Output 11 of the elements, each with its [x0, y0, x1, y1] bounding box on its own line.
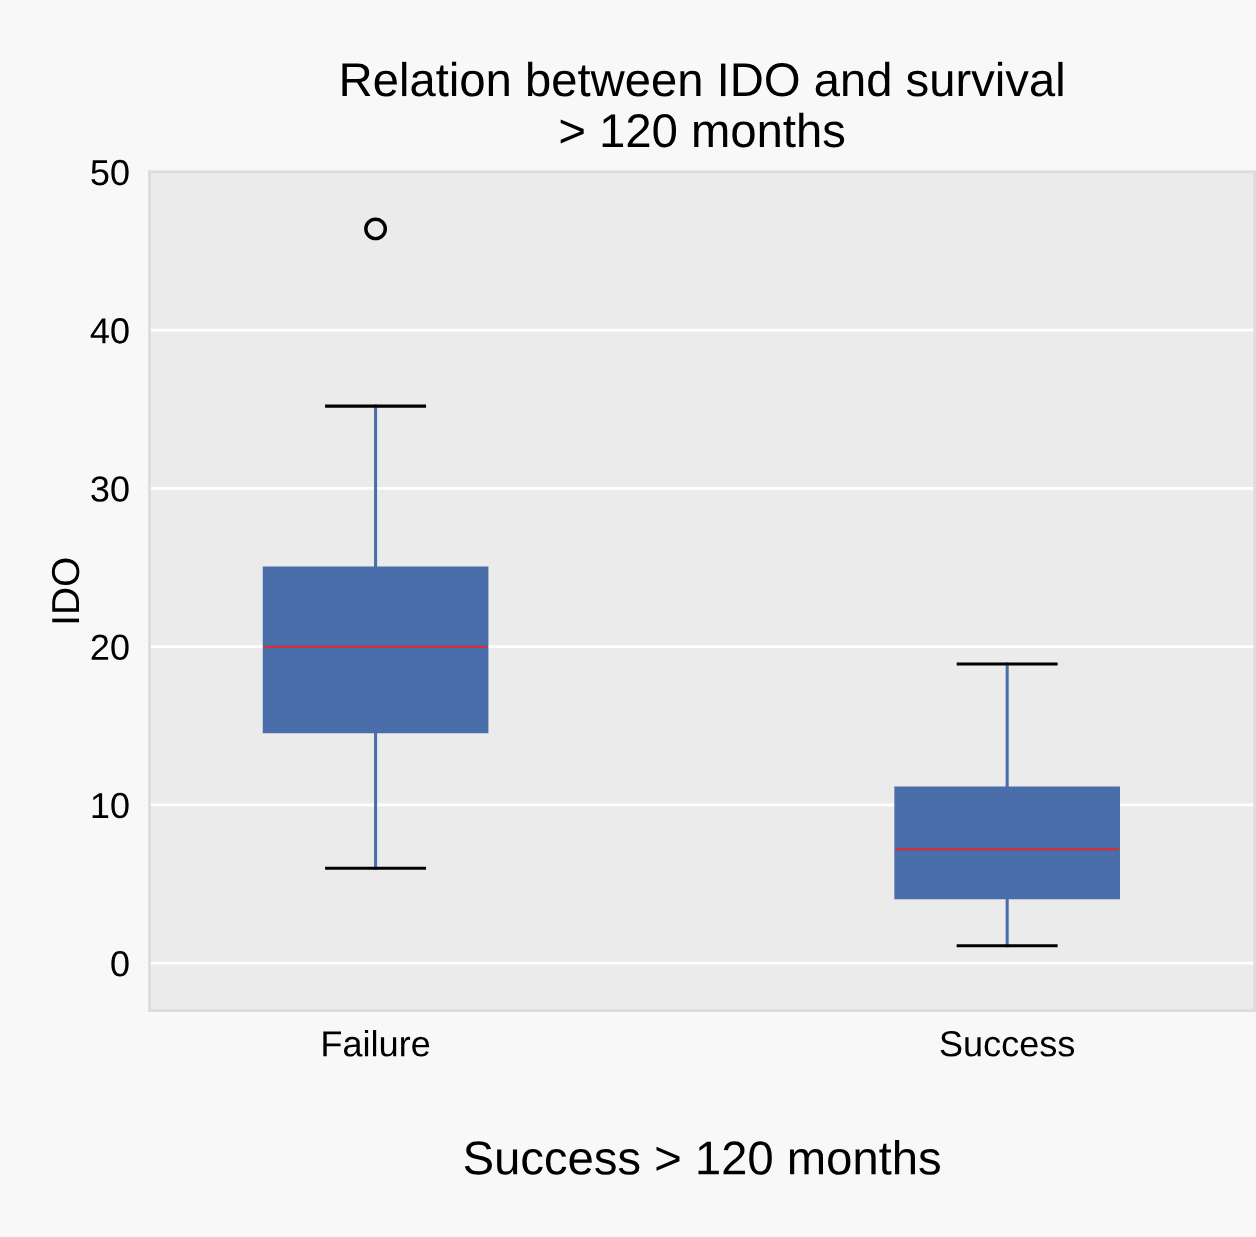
y-tick-label: 10 — [92, 792, 129, 819]
y-tick-label: 20 — [91, 634, 129, 661]
chart-title: Relation between IDO and survival > 120 months — [342, 61, 1063, 148]
x-tick-label: Failure — [323, 1030, 430, 1057]
y-tick-label: 0 — [111, 951, 129, 977]
y-tick-label: 40 — [90, 318, 129, 344]
y-axis-title: IDO — [51, 558, 80, 623]
y-tick-label: 30 — [91, 476, 129, 502]
y-tick-label: 50 — [91, 159, 129, 186]
x-tick-label: Success — [940, 1031, 1075, 1057]
x-axis-title: Success > 120 months — [464, 1140, 940, 1175]
